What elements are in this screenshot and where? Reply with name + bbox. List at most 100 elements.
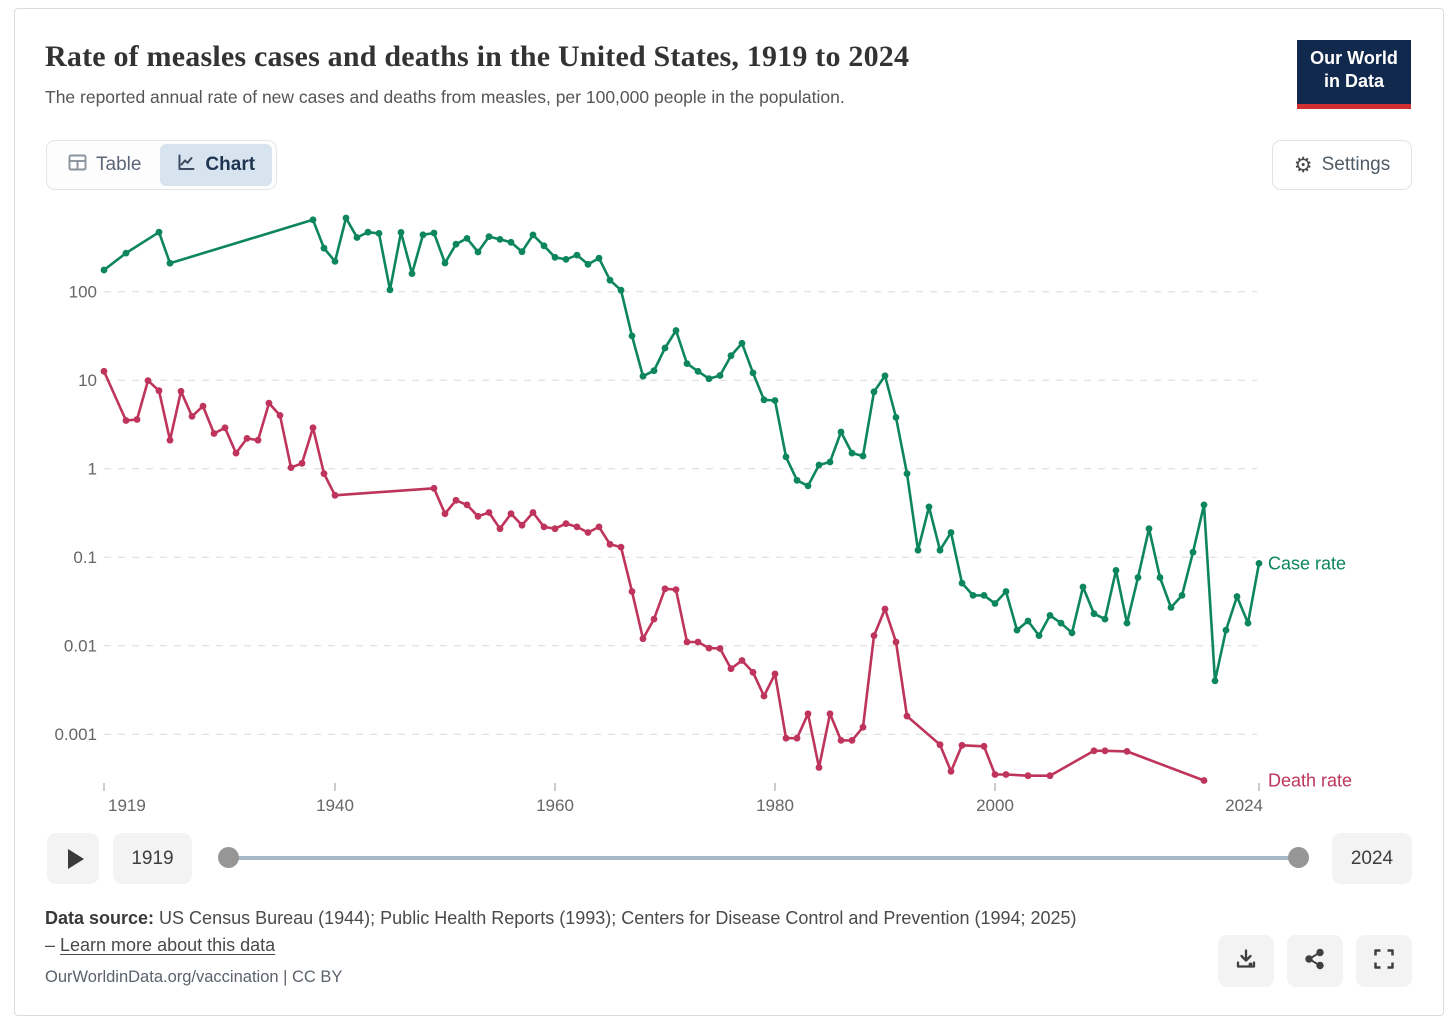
series-line-death-rate[interactable] bbox=[102, 370, 1206, 782]
data-point-death-rate[interactable] bbox=[551, 525, 559, 533]
data-point-death-rate[interactable] bbox=[529, 509, 537, 516]
data-point-case-rate[interactable] bbox=[848, 449, 856, 457]
attribution-link[interactable]: OurWorldinData.org/vaccination | CC BY bbox=[45, 968, 343, 986]
fullscreen-button[interactable] bbox=[1356, 935, 1412, 987]
data-point-case-rate[interactable] bbox=[1013, 626, 1021, 634]
data-point-death-rate[interactable] bbox=[210, 430, 218, 437]
data-point-case-rate[interactable] bbox=[804, 482, 812, 490]
data-point-case-rate[interactable] bbox=[672, 327, 680, 334]
data-point-death-rate[interactable] bbox=[463, 501, 471, 509]
data-point-death-rate[interactable] bbox=[166, 436, 174, 444]
data-point-case-rate[interactable] bbox=[1167, 604, 1175, 611]
data-point-case-rate[interactable] bbox=[122, 249, 130, 257]
data-point-death-rate[interactable] bbox=[1024, 772, 1032, 780]
data-point-case-rate[interactable] bbox=[496, 236, 504, 243]
data-point-death-rate[interactable] bbox=[584, 529, 592, 536]
data-point-death-rate[interactable] bbox=[848, 737, 856, 744]
data-point-case-rate[interactable] bbox=[1134, 574, 1142, 581]
data-point-case-rate[interactable] bbox=[430, 229, 438, 237]
data-point-case-rate[interactable] bbox=[1255, 560, 1263, 567]
data-point-death-rate[interactable] bbox=[892, 638, 900, 646]
timeline-start-year[interactable]: 1919 bbox=[113, 833, 192, 884]
data-point-death-rate[interactable] bbox=[804, 710, 812, 718]
data-point-case-rate[interactable] bbox=[683, 360, 691, 367]
data-point-case-rate[interactable] bbox=[1189, 548, 1197, 556]
data-point-death-rate[interactable] bbox=[540, 523, 548, 531]
data-point-case-rate[interactable] bbox=[705, 375, 713, 383]
data-point-case-rate[interactable] bbox=[639, 372, 647, 380]
data-point-case-rate[interactable] bbox=[936, 546, 944, 554]
data-point-death-rate[interactable] bbox=[331, 491, 339, 499]
data-point-case-rate[interactable] bbox=[452, 240, 460, 248]
data-point-death-rate[interactable] bbox=[782, 734, 790, 742]
data-point-case-rate[interactable] bbox=[892, 414, 900, 421]
data-point-death-rate[interactable] bbox=[1090, 747, 1098, 755]
data-point-case-rate[interactable] bbox=[628, 332, 636, 340]
data-point-case-rate[interactable] bbox=[1046, 612, 1054, 619]
data-point-death-rate[interactable] bbox=[100, 367, 108, 375]
data-point-case-rate[interactable] bbox=[397, 229, 405, 236]
data-point-death-rate[interactable] bbox=[485, 509, 493, 516]
data-point-case-rate[interactable] bbox=[1068, 629, 1076, 637]
data-point-death-rate[interactable] bbox=[287, 464, 295, 471]
data-point-death-rate[interactable] bbox=[628, 588, 636, 595]
data-point-case-rate[interactable] bbox=[485, 233, 493, 241]
data-point-case-rate[interactable] bbox=[793, 476, 801, 484]
tab-chart[interactable]: Chart bbox=[160, 144, 273, 186]
data-point-death-rate[interactable] bbox=[793, 734, 801, 742]
data-point-death-rate[interactable] bbox=[122, 417, 130, 424]
data-point-case-rate[interactable] bbox=[166, 259, 174, 267]
data-point-case-rate[interactable] bbox=[518, 248, 526, 256]
data-point-case-rate[interactable] bbox=[1178, 592, 1186, 599]
data-point-death-rate[interactable] bbox=[452, 496, 460, 504]
data-point-death-rate[interactable] bbox=[727, 665, 735, 673]
data-point-case-rate[interactable] bbox=[617, 286, 625, 294]
data-point-case-rate[interactable] bbox=[100, 266, 108, 274]
data-point-case-rate[interactable] bbox=[760, 396, 768, 404]
settings-button[interactable]: ⚙ Settings bbox=[1272, 140, 1412, 190]
data-point-case-rate[interactable] bbox=[419, 231, 427, 239]
data-point-case-rate[interactable] bbox=[881, 372, 889, 380]
timeline-handle-start[interactable] bbox=[218, 847, 239, 868]
data-point-death-rate[interactable] bbox=[1046, 772, 1054, 780]
data-point-case-rate[interactable] bbox=[1090, 610, 1098, 618]
data-point-death-rate[interactable] bbox=[573, 523, 581, 531]
data-point-death-rate[interactable] bbox=[672, 586, 680, 593]
tab-table[interactable]: Table bbox=[51, 144, 158, 186]
data-point-death-rate[interactable] bbox=[859, 723, 867, 731]
data-point-case-rate[interactable] bbox=[1079, 583, 1087, 591]
data-point-case-rate[interactable] bbox=[826, 458, 834, 466]
data-point-death-rate[interactable] bbox=[936, 741, 944, 749]
data-point-death-rate[interactable] bbox=[991, 771, 999, 778]
data-point-case-rate[interactable] bbox=[991, 600, 999, 607]
share-button[interactable] bbox=[1287, 935, 1343, 987]
data-point-death-rate[interactable] bbox=[309, 424, 317, 432]
data-point-death-rate[interactable] bbox=[947, 768, 955, 775]
data-point-death-rate[interactable] bbox=[243, 435, 251, 442]
data-point-case-rate[interactable] bbox=[1002, 588, 1010, 595]
data-point-case-rate[interactable] bbox=[463, 235, 471, 242]
data-point-case-rate[interactable] bbox=[1211, 677, 1219, 685]
data-point-case-rate[interactable] bbox=[309, 216, 317, 224]
data-point-death-rate[interactable] bbox=[661, 585, 669, 593]
timeline-handle-end[interactable] bbox=[1288, 847, 1309, 868]
data-point-case-rate[interactable] bbox=[1112, 567, 1120, 574]
data-point-death-rate[interactable] bbox=[430, 484, 438, 492]
data-point-death-rate[interactable] bbox=[639, 635, 647, 643]
data-point-death-rate[interactable] bbox=[441, 510, 449, 518]
data-point-death-rate[interactable] bbox=[881, 605, 889, 613]
data-point-case-rate[interactable] bbox=[782, 453, 790, 461]
data-point-death-rate[interactable] bbox=[716, 645, 724, 652]
data-point-case-rate[interactable] bbox=[1024, 617, 1032, 625]
data-point-case-rate[interactable] bbox=[595, 254, 603, 262]
data-point-death-rate[interactable] bbox=[1002, 771, 1010, 778]
data-point-case-rate[interactable] bbox=[925, 503, 933, 511]
data-point-death-rate[interactable] bbox=[298, 459, 306, 467]
data-point-case-rate[interactable] bbox=[859, 452, 867, 460]
data-point-death-rate[interactable] bbox=[474, 512, 482, 520]
data-point-death-rate[interactable] bbox=[694, 638, 702, 646]
data-point-death-rate[interactable] bbox=[749, 668, 757, 676]
data-point-death-rate[interactable] bbox=[320, 470, 328, 477]
data-point-death-rate[interactable] bbox=[683, 638, 691, 646]
data-point-case-rate[interactable] bbox=[1200, 501, 1208, 509]
